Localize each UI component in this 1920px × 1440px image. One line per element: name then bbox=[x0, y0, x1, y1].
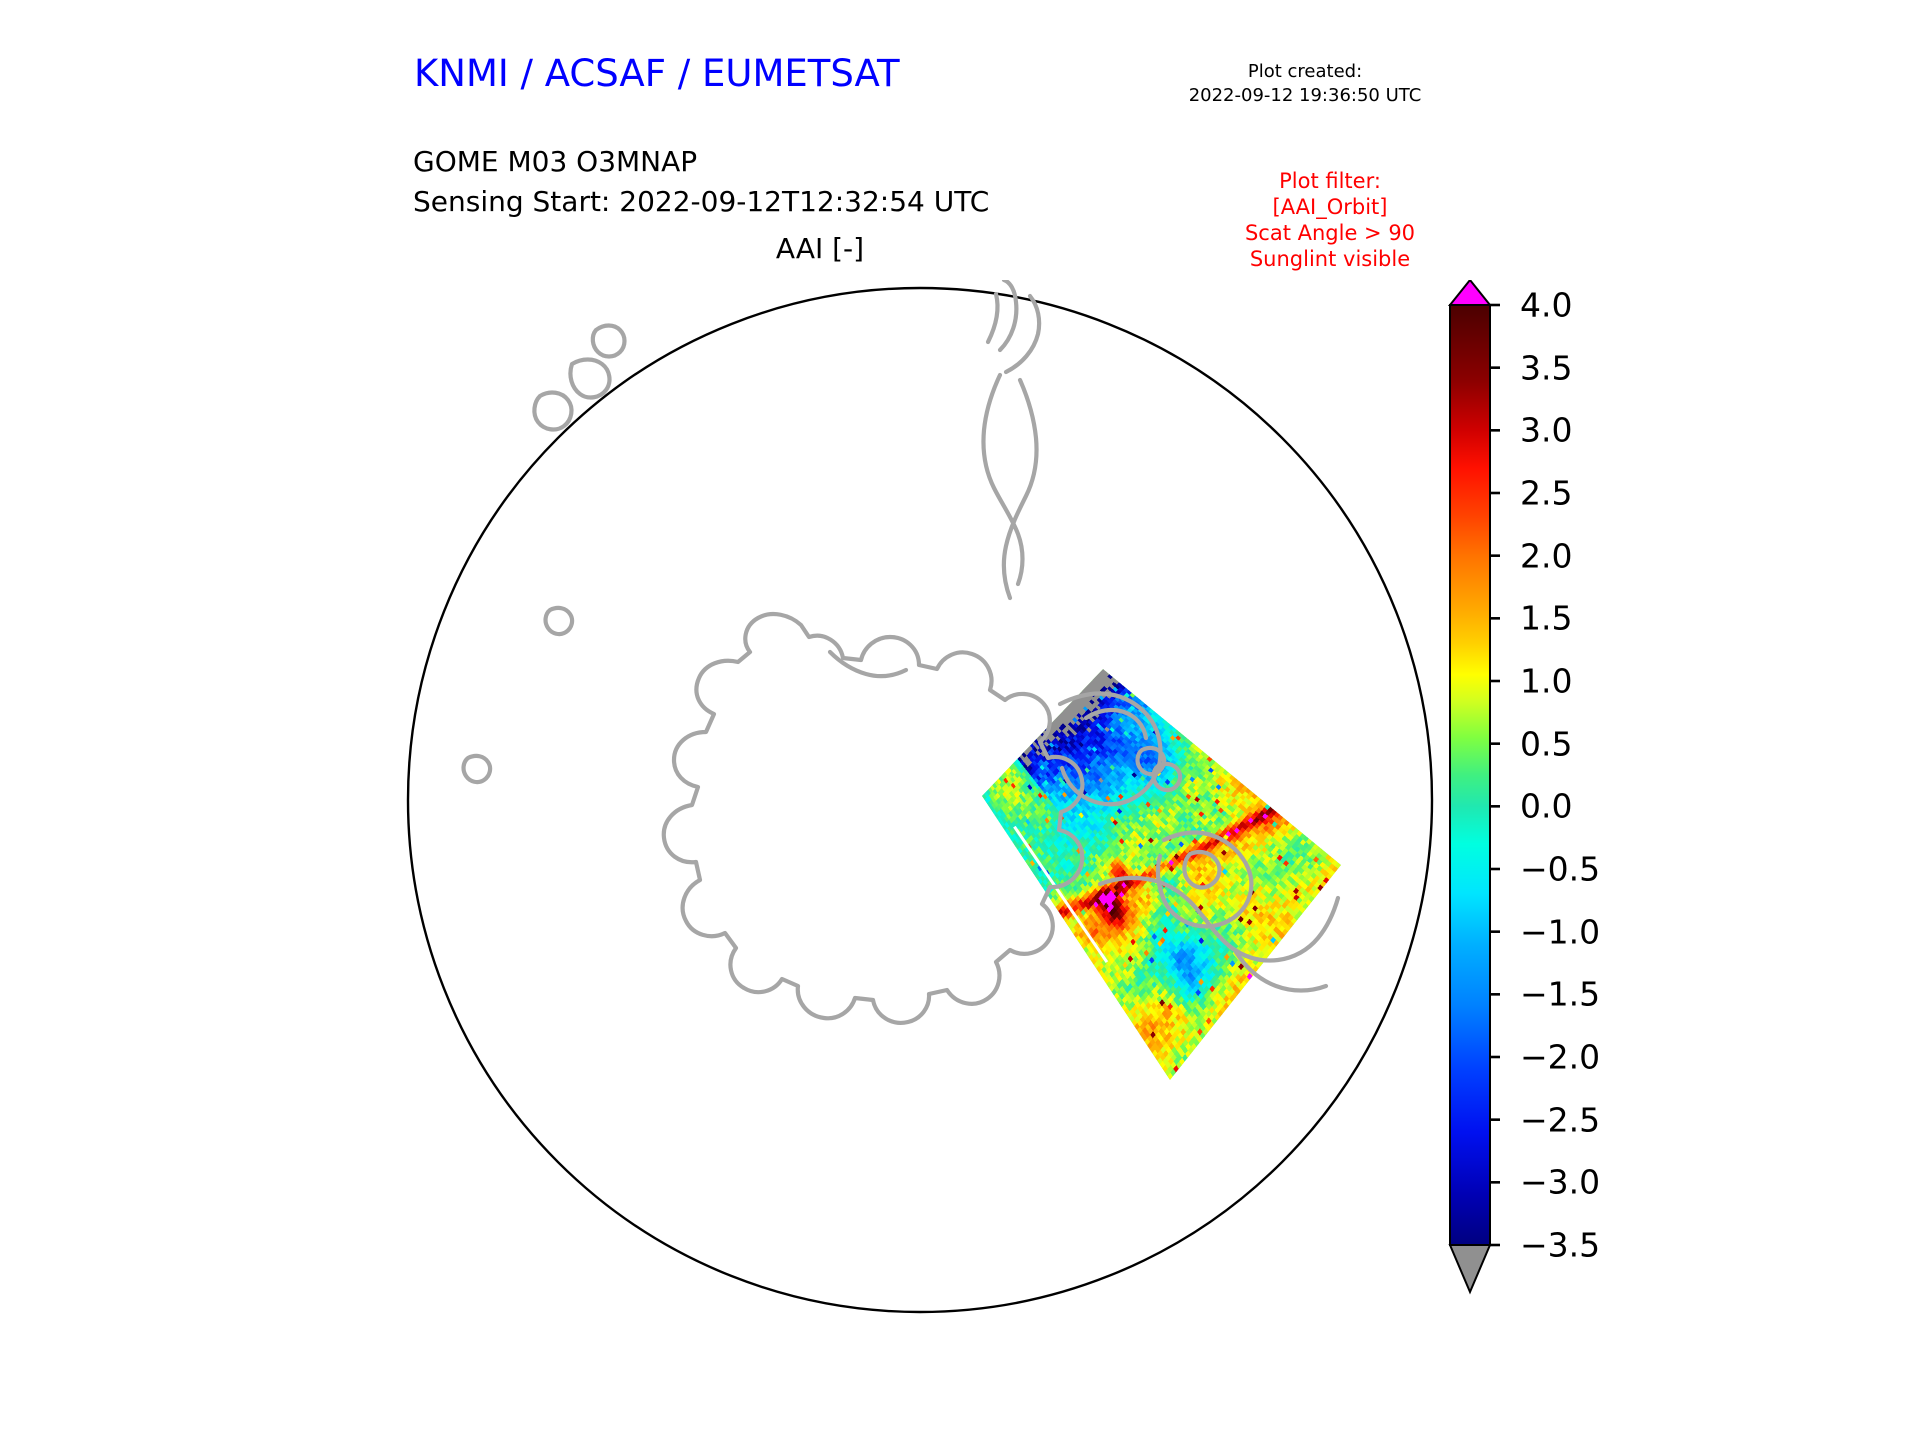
coastline-path bbox=[568, 357, 612, 400]
colorbar-tick-label: −2.0 bbox=[1520, 1037, 1601, 1077]
coastline-path bbox=[1083, 707, 1149, 741]
colorbar-gradient bbox=[1449, 304, 1491, 1246]
coastline-path bbox=[827, 649, 909, 679]
colorbar-tick-label: 0.0 bbox=[1520, 786, 1573, 826]
colorbar-tick-label: 4.0 bbox=[1520, 285, 1573, 325]
colorbar bbox=[1440, 280, 1500, 1310]
colorbar-tick-label: −3.0 bbox=[1520, 1162, 1601, 1202]
plot-created-timestamp: 2022-09-12 19:36:50 UTC bbox=[1188, 85, 1422, 106]
colorbar-under-arrow bbox=[1448, 1244, 1492, 1295]
polar-map bbox=[400, 280, 1440, 1320]
colorbar-tick-label: −1.0 bbox=[1520, 912, 1601, 952]
coastline-path bbox=[985, 291, 1000, 345]
plot-title-block: GOME M03 O3MNAP Sensing Start: 2022-09-1… bbox=[413, 142, 989, 222]
filter-sunglint: Sunglint visible bbox=[1249, 247, 1411, 271]
colorbar-tick-label: 1.0 bbox=[1520, 661, 1573, 701]
swath-gap-line bbox=[1013, 825, 1109, 963]
filter-orbit: [AAI_Orbit] bbox=[1272, 195, 1388, 219]
colorbar-tick-label: −0.5 bbox=[1520, 849, 1601, 889]
coastline-path bbox=[532, 390, 574, 432]
sensing-start-title: Sensing Start: 2022-09-12T12:32:54 UTC bbox=[413, 185, 990, 218]
filter-scat-angle: Scat Angle > 90 bbox=[1244, 221, 1416, 245]
instrument-title: GOME M03 O3MNAP bbox=[413, 145, 698, 178]
filter-heading: Plot filter: bbox=[1279, 169, 1381, 193]
colorbar-over-arrow bbox=[1447, 280, 1493, 306]
colorbar-tick-label: −2.5 bbox=[1520, 1100, 1601, 1140]
plot-created-block: Plot created: 2022-09-12 19:36:50 UTC bbox=[1160, 60, 1450, 108]
variable-label: AAI [-] bbox=[775, 232, 865, 265]
coastline-path bbox=[1182, 849, 1222, 890]
coastline-path bbox=[981, 372, 1025, 587]
colorbar-tick-label: 2.0 bbox=[1520, 536, 1573, 576]
colorbar-tick-label: −3.5 bbox=[1520, 1225, 1601, 1265]
colorbar-tick-labels: 4.0 3.5 3.0 2.5 2.0 1.5 1.0 0.5 0.0 −0.5 −1.0 −1.5 −… bbox=[1520, 280, 1650, 1310]
colorbar-svg bbox=[1447, 280, 1500, 1295]
coastline-path bbox=[1001, 377, 1039, 601]
colorbar-tick-label: 1.5 bbox=[1520, 598, 1573, 638]
coastline-path bbox=[1155, 830, 1254, 929]
coastline-path bbox=[1003, 293, 1042, 375]
colorbar-tick-label: −1.5 bbox=[1520, 974, 1601, 1014]
colorbar-ticks bbox=[1490, 303, 1500, 1247]
coastline-path bbox=[1135, 745, 1167, 777]
colorbar-tick-label: 2.5 bbox=[1520, 473, 1573, 513]
coastline-path bbox=[1097, 875, 1341, 963]
organisation-title: KNMI / ACSAF / EUMETSAT bbox=[414, 52, 900, 95]
coastline-path bbox=[543, 605, 575, 637]
coastline-path bbox=[1151, 761, 1183, 793]
colorbar-tick-label: 3.5 bbox=[1520, 348, 1573, 388]
colorbar-tick-label: 3.0 bbox=[1520, 410, 1573, 450]
plot-created-label: Plot created: bbox=[1247, 61, 1363, 82]
plot-filter-block: Plot filter: [AAI_Orbit] Scat Angle > 90… bbox=[1180, 168, 1480, 272]
map-svg bbox=[406, 280, 1434, 1314]
coastline-path bbox=[461, 753, 493, 785]
coastline-path bbox=[1233, 949, 1329, 993]
coastline-path bbox=[661, 611, 1085, 1025]
map-limb-circle bbox=[406, 286, 1434, 1314]
coastline-path bbox=[1057, 691, 1163, 807]
coastline-path bbox=[997, 280, 1019, 353]
coastline-layer bbox=[461, 280, 1341, 1025]
coastline-path bbox=[590, 323, 627, 359]
colorbar-tick-label: 0.5 bbox=[1520, 724, 1573, 764]
